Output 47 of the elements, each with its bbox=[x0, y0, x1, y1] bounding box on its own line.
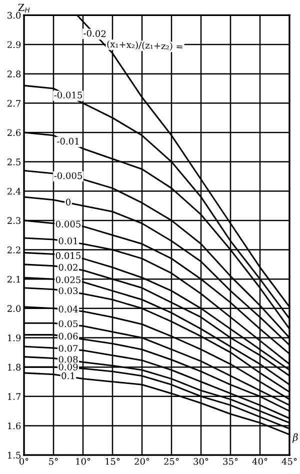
series-label: 0.05 bbox=[58, 320, 78, 328]
x-tick-label: 45° bbox=[282, 458, 297, 465]
y-tick-label: 2.7 bbox=[7, 100, 21, 107]
y-tick-label: 1.6 bbox=[8, 422, 21, 430]
x-tick-label: 15° bbox=[106, 458, 120, 465]
x-tick-label: 40° bbox=[252, 458, 268, 465]
legend-title: (x₁+x₂)/(z₁+z₂) = bbox=[107, 40, 183, 52]
series-label: 0.01 bbox=[58, 237, 78, 244]
series-label: -0.02 bbox=[84, 30, 106, 38]
series-label: 0.02 bbox=[58, 264, 78, 271]
series-label: -0.015 bbox=[54, 92, 82, 98]
y-tick-label: 2.0 bbox=[7, 305, 21, 312]
x-tick-label: 10° bbox=[76, 458, 90, 465]
y-tick-label: 1.9 bbox=[8, 334, 21, 342]
y-tick-label: 2.4 bbox=[7, 188, 21, 195]
series-label: 0 bbox=[66, 198, 71, 206]
x-tick-label: 0° bbox=[19, 458, 28, 465]
y-tick-label: 2.9 bbox=[7, 41, 21, 48]
y-tick-label: 2.3 bbox=[7, 217, 21, 224]
series-label: 0.015 bbox=[56, 252, 80, 259]
series-label: 0.04 bbox=[58, 306, 78, 312]
series-label: 0.09 bbox=[58, 364, 78, 370]
y-tick-label: 2.1 bbox=[7, 276, 20, 283]
x-tick-label: 30° bbox=[194, 458, 208, 465]
series-label: 0.005 bbox=[56, 220, 80, 228]
x-tick-label: 35° bbox=[223, 458, 238, 465]
x-tick-label: 20° bbox=[134, 458, 150, 465]
y-axis-title: Z$_{H}$ bbox=[18, 4, 30, 13]
y-tick-label: 1.7 bbox=[8, 393, 21, 400]
series-label: 0.025 bbox=[56, 276, 80, 284]
series-label: 0.1 bbox=[62, 372, 74, 380]
series-label: 0.03 bbox=[58, 287, 78, 294]
y-tick-label: 1.8 bbox=[8, 364, 21, 371]
y-tick-label: 2.5 bbox=[7, 158, 21, 166]
series-label: -0.005 bbox=[54, 172, 82, 180]
series-label: 0.07 bbox=[58, 344, 78, 352]
series-label: 0.06 bbox=[58, 332, 78, 340]
series-label: 0.08 bbox=[58, 356, 78, 363]
x-tick-label: 25° bbox=[164, 458, 179, 465]
y-tick-label: 2.2 bbox=[7, 246, 20, 254]
y-tick-label: 2.8 bbox=[7, 70, 21, 78]
x-axis-title: β bbox=[292, 433, 298, 443]
y-tick-label: 2.6 bbox=[7, 129, 21, 136]
y-tick-label: 3.0 bbox=[8, 12, 21, 19]
y-tick-label: 1.5 bbox=[8, 452, 21, 459]
x-tick-label: 5° bbox=[49, 458, 58, 465]
series-label: -0.01 bbox=[57, 138, 79, 145]
